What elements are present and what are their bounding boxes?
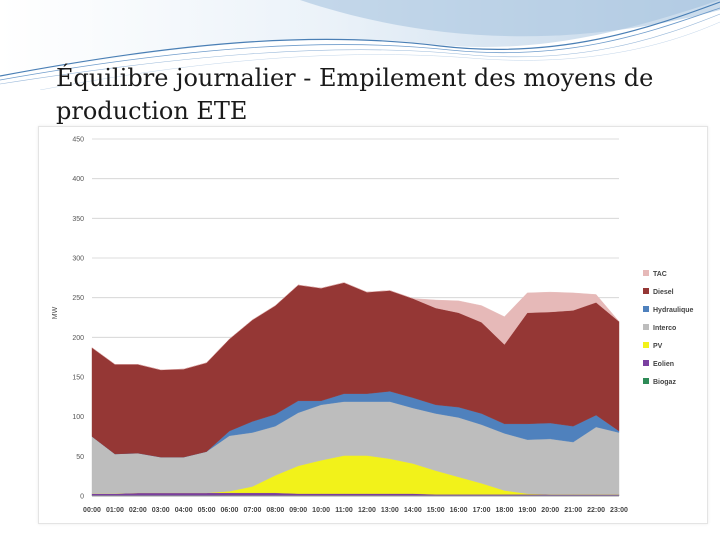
x-tick-label: 00:00 bbox=[83, 507, 101, 514]
y-tick-label: 350 bbox=[72, 216, 84, 223]
x-tick-label: 04:00 bbox=[175, 507, 193, 514]
y-tick-label: 300 bbox=[72, 256, 84, 263]
legend-swatch-hydraulique bbox=[643, 306, 649, 312]
x-tick-label: 11:00 bbox=[335, 507, 353, 514]
axes: 0 50 100 150 200 250 300 350 400 450 00:00 01:00 02:… bbox=[72, 137, 628, 515]
area-series-group bbox=[91, 282, 620, 497]
x-tick-label: 01:00 bbox=[106, 507, 124, 514]
x-tick-label: 03:00 bbox=[152, 507, 170, 514]
legend-swatch-diesel bbox=[643, 288, 649, 294]
legend-swatch-interco bbox=[643, 324, 649, 330]
x-tick-label: 06:00 bbox=[221, 507, 239, 514]
legend-swatch-biogaz bbox=[643, 378, 649, 384]
slide-title: Équilibre journalier - Empilement des mo… bbox=[56, 64, 654, 125]
x-tick-label: 20:00 bbox=[541, 507, 559, 514]
legend-swatch-tac bbox=[643, 270, 649, 276]
x-tick-label: 10:00 bbox=[312, 507, 330, 514]
legend-label-tac: TAC bbox=[653, 271, 667, 278]
y-tick-label: 200 bbox=[72, 335, 84, 342]
stacked-area-chart: 0 50 100 150 200 250 300 350 400 450 00:00 01:00 02:… bbox=[52, 137, 694, 515]
x-tick-label: 13:00 bbox=[381, 507, 399, 514]
y-tick-label: 150 bbox=[72, 375, 84, 382]
legend-label-eolien: Eolien bbox=[653, 361, 674, 368]
y-axis-label: MW bbox=[52, 306, 59, 319]
x-tick-label: 16:00 bbox=[450, 507, 468, 514]
legend-label-biogaz: Biogaz bbox=[653, 379, 676, 386]
x-tick-label: 14:00 bbox=[404, 507, 422, 514]
x-tick-label: 12:00 bbox=[358, 507, 376, 514]
legend-label-pv: PV bbox=[653, 343, 663, 350]
y-tick-label: 250 bbox=[72, 295, 84, 302]
legend-label-interco: Interco bbox=[653, 325, 676, 332]
x-tick-label: 02:00 bbox=[129, 507, 147, 514]
x-tick-label: 05:00 bbox=[198, 507, 216, 514]
x-tick-label: 22:00 bbox=[587, 507, 605, 514]
x-tick-label: 17:00 bbox=[473, 507, 491, 514]
legend-swatch-eolien bbox=[643, 360, 649, 366]
x-tick-label: 21:00 bbox=[564, 507, 582, 514]
chart-container: 0 50 100 150 200 250 300 350 400 450 00:00 01:00 02:… bbox=[38, 126, 708, 524]
y-tick-label: 0 bbox=[80, 494, 84, 501]
legend-swatch-pv bbox=[643, 342, 649, 348]
x-tick-label: 19:00 bbox=[518, 507, 536, 514]
x-tick-label: 15:00 bbox=[427, 507, 445, 514]
x-tick-label: 18:00 bbox=[495, 507, 513, 514]
area-series-tac bbox=[91, 282, 620, 371]
slide-header-decoration bbox=[0, 0, 720, 90]
x-tick-label: 23:00 bbox=[610, 507, 628, 514]
x-tick-label: 07:00 bbox=[243, 507, 261, 514]
legend-label-hydraulique: Hydraulique bbox=[653, 307, 694, 314]
x-tick-label: 09:00 bbox=[289, 507, 307, 514]
y-tick-label: 400 bbox=[72, 176, 84, 183]
legend: TAC Diesel Hydraulique Interco PV Eolien Bioga… bbox=[643, 270, 694, 386]
y-tick-label: 450 bbox=[72, 137, 84, 144]
x-tick-label: 08:00 bbox=[266, 507, 284, 514]
legend-label-diesel: Diesel bbox=[653, 289, 674, 296]
y-tick-label: 50 bbox=[76, 454, 84, 461]
y-tick-label: 100 bbox=[72, 414, 84, 421]
